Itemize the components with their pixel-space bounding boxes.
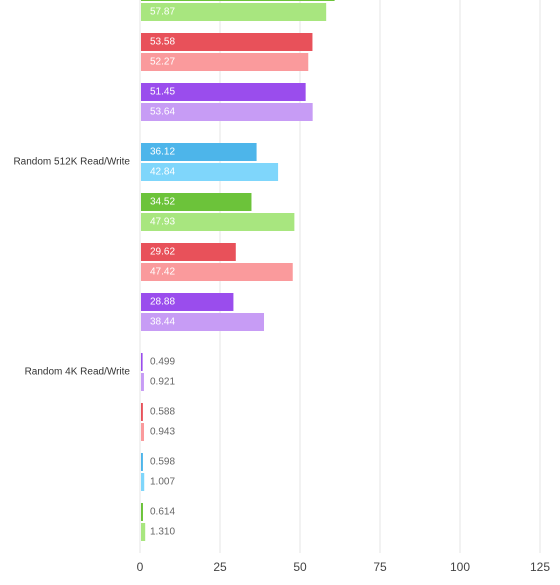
bar (141, 453, 143, 471)
value-label: 29.62 (150, 247, 175, 258)
bar (141, 193, 252, 211)
value-label: 57.87 (150, 7, 175, 18)
value-label: 42.84 (150, 167, 175, 178)
bar (141, 263, 293, 281)
value-label: 0.921 (150, 377, 175, 388)
bar (141, 473, 145, 491)
x-tick-label: 25 (213, 560, 227, 574)
x-tick-label: 50 (293, 560, 307, 574)
value-label: 53.58 (150, 37, 175, 48)
bar (141, 83, 306, 101)
value-label: 1.310 (150, 527, 175, 538)
bar (141, 353, 143, 371)
bar (141, 3, 327, 21)
bar (141, 373, 144, 391)
group-label: Random 512K Read/Write (13, 157, 130, 168)
value-label: 1.007 (150, 477, 175, 488)
x-tick-label: 0 (137, 560, 144, 574)
value-label: 28.88 (150, 297, 175, 308)
bar (141, 293, 234, 311)
value-label: 0.588 (150, 407, 175, 418)
bar (141, 53, 309, 71)
x-tick-label: 100 (450, 560, 470, 574)
value-label: 52.27 (150, 57, 175, 68)
bar (141, 143, 257, 161)
value-label: 47.42 (150, 267, 175, 278)
x-tick-label: 125 (530, 560, 550, 574)
value-label: 47.93 (150, 217, 175, 228)
bar (141, 523, 146, 541)
value-label: 0.499 (150, 357, 175, 368)
bar (141, 313, 265, 331)
group-label: Random 4K Read/Write (25, 367, 131, 378)
value-label: 36.12 (150, 147, 175, 158)
bar (141, 403, 143, 421)
bar (141, 213, 295, 231)
value-label: 34.52 (150, 197, 175, 208)
x-tick-label: 75 (373, 560, 387, 574)
value-label: 0.943 (150, 427, 175, 438)
value-label: 0.614 (150, 507, 175, 518)
bar (141, 503, 143, 521)
bar (141, 33, 313, 51)
value-label: 51.45 (150, 87, 175, 98)
bar (141, 243, 236, 261)
bar (141, 163, 279, 181)
bar (141, 103, 313, 121)
value-label: 0.598 (150, 457, 175, 468)
value-label: 38.44 (150, 317, 175, 328)
bar (141, 0, 335, 1)
bar (141, 423, 145, 441)
value-label: 53.64 (150, 107, 175, 118)
